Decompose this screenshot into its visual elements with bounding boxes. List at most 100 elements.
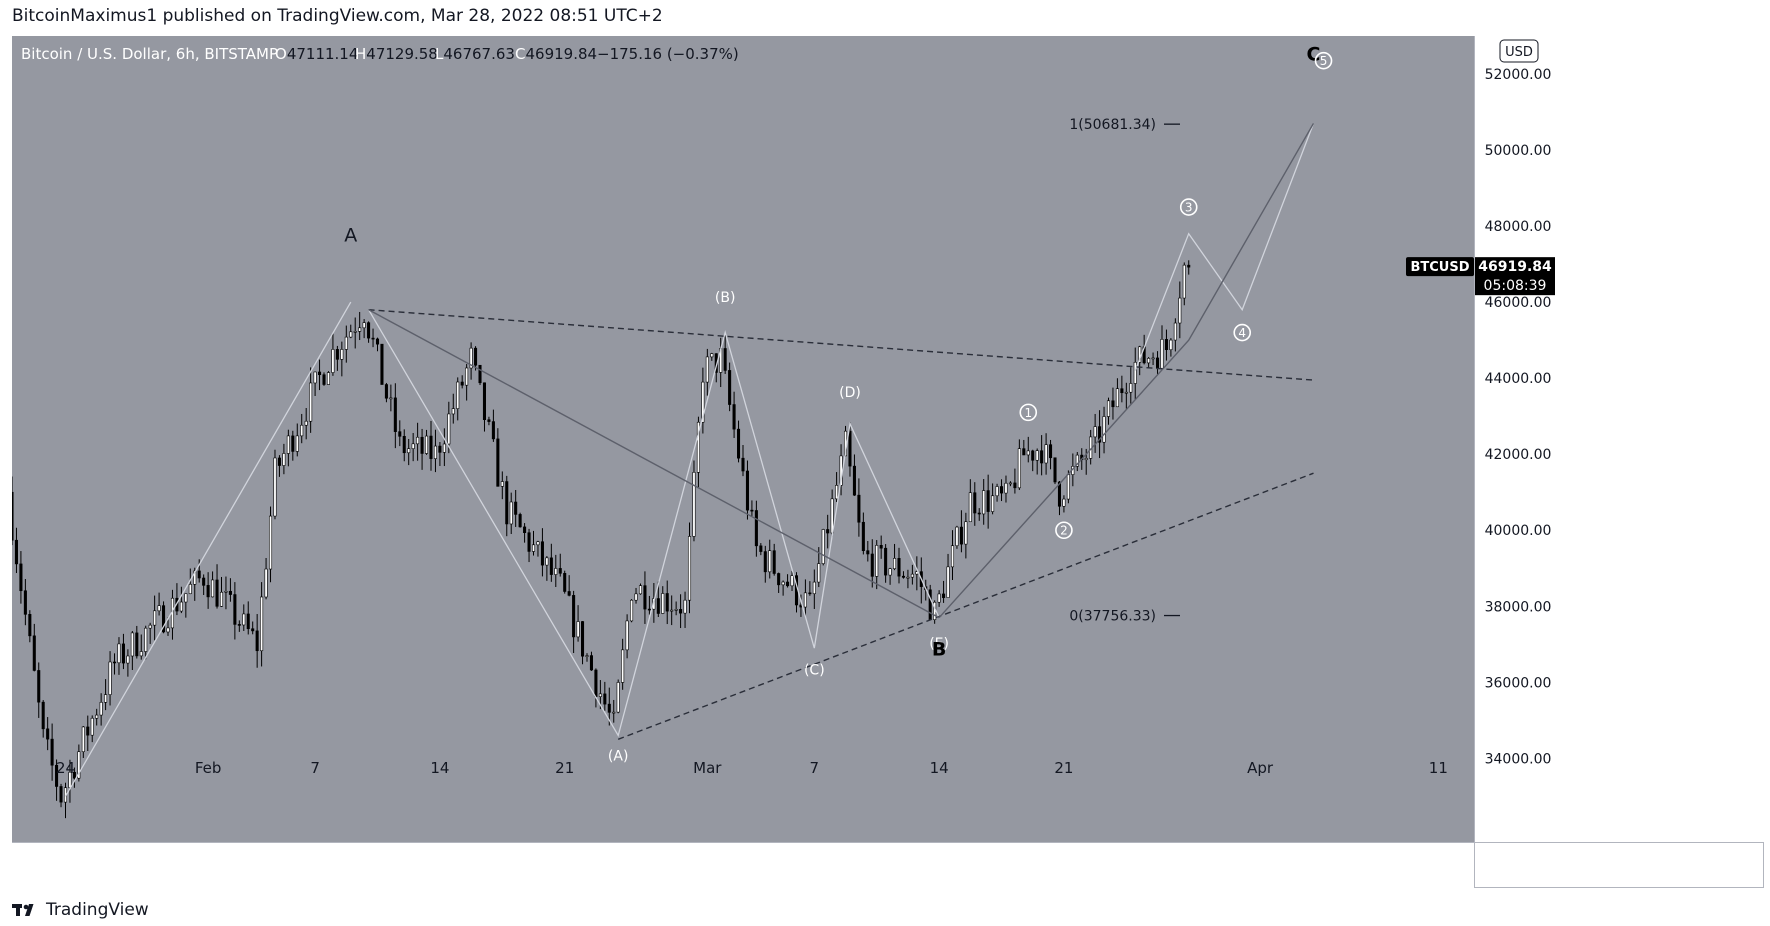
candle-165 <box>745 460 749 520</box>
candle-108 <box>491 409 495 442</box>
ohlc-close-label: C <box>515 45 525 63</box>
candle-99 <box>451 393 455 424</box>
candle-190 <box>857 478 861 537</box>
candle-151 <box>683 591 687 628</box>
candle-3 <box>23 579 27 626</box>
candle-174 <box>786 574 790 588</box>
candle-53 <box>246 601 250 635</box>
candle-70 <box>322 372 326 386</box>
candle-1 <box>14 527 18 574</box>
candle-249 <box>1120 375 1124 403</box>
candle-47 <box>219 576 224 607</box>
price-tick-9: 52000.00 <box>1485 67 1552 83</box>
bar-countdown: 05:08:39 <box>1484 278 1547 294</box>
candle-52 <box>242 604 246 631</box>
candle-154 <box>696 416 700 488</box>
candle-252 <box>1133 347 1137 400</box>
candle-216 <box>973 482 977 526</box>
candle-208 <box>937 590 941 607</box>
candle-30 <box>144 625 148 660</box>
candle-230 <box>1035 448 1039 475</box>
candle-164 <box>741 444 745 477</box>
candle-183 <box>826 514 830 549</box>
candle-63 <box>291 430 295 461</box>
time-axis-panel[interactable] <box>12 842 1474 888</box>
candle-26 <box>126 649 130 677</box>
time-tick-8: 21 <box>1054 759 1073 777</box>
candle-146 <box>661 586 665 615</box>
time-tick-9: Apr <box>1247 759 1274 777</box>
plot-background[interactable] <box>12 36 1474 842</box>
price-axis-ticks: 34000.00 36000.00 38000.00 40000.00 42000.00… <box>1485 67 1552 767</box>
candle-224 <box>1008 481 1012 487</box>
svg-text:H47129.58: H47129.58 <box>355 45 438 63</box>
candle-192 <box>866 540 870 562</box>
tradingview-footer[interactable]: TradingView <box>12 900 149 920</box>
candle-118 <box>536 540 540 557</box>
candle-148 <box>670 595 674 626</box>
wave-labels-layer: A (A) (B) (C) (D) (E)B C 1 2 3 4 5 <box>344 44 1333 764</box>
candle-80 <box>367 321 371 343</box>
time-tick-3: 14 <box>430 759 449 777</box>
last-price-value: 46919.84 <box>1478 259 1552 275</box>
candle-46 <box>215 564 219 609</box>
candle-136 <box>616 679 620 714</box>
svg-text:4: 4 <box>1238 326 1246 340</box>
price-axis-panel[interactable] <box>1474 36 1764 842</box>
candle-247 <box>1111 387 1115 420</box>
candle-262 <box>1178 281 1182 339</box>
candle-172 <box>777 572 781 593</box>
candle-255 <box>1147 357 1151 369</box>
candle-51 <box>237 620 241 632</box>
candle-251 <box>1129 367 1133 404</box>
candle-59 <box>273 449 277 520</box>
candle-28 <box>135 625 139 659</box>
candle-127 <box>576 605 580 642</box>
candle-66 <box>304 407 308 440</box>
label-big-c: C <box>1307 44 1321 66</box>
candle-231 <box>1040 435 1044 476</box>
candle-20 <box>99 693 103 726</box>
candle-155 <box>701 367 705 434</box>
label-wave-b: (B) <box>715 290 736 306</box>
price-tick-1: 36000.00 <box>1485 675 1552 691</box>
svg-text:C46919.84: C46919.84 <box>515 45 597 63</box>
candle-263 <box>1182 262 1186 306</box>
currency-badge[interactable]: USD <box>1499 39 1539 63</box>
time-axis-ticks: 24 Feb 7 14 21 Mar 7 14 21 Apr 11 <box>56 759 1448 777</box>
candle-202 <box>910 564 914 585</box>
candle-228 <box>1026 436 1030 463</box>
zigzag-a-to-b <box>368 309 940 619</box>
candle-167 <box>754 500 758 557</box>
symbol-title[interactable]: Bitcoin / U.S. Dollar, 6h, BITSTAMP <box>21 45 278 63</box>
candle-193 <box>870 539 874 588</box>
candle-210 <box>946 553 950 598</box>
candle-5 <box>32 623 36 672</box>
candle-150 <box>679 594 683 629</box>
candle-135 <box>612 699 616 723</box>
candle-153 <box>692 460 696 542</box>
time-tick-0: 24 <box>56 759 75 777</box>
candle-97 <box>442 428 446 467</box>
candle-73 <box>335 345 339 371</box>
candle-76 <box>349 324 353 339</box>
wave-path-projection <box>1134 123 1315 371</box>
ohlc-high: 47129.58 <box>366 45 438 63</box>
svg-text:B: B <box>932 639 946 661</box>
price-tick-3: 40000.00 <box>1485 523 1552 539</box>
candle-95 <box>433 429 437 473</box>
candle-48 <box>224 576 228 610</box>
candle-112 <box>509 492 513 535</box>
candle-119 <box>540 528 544 577</box>
candle-147 <box>665 580 669 625</box>
candle-260 <box>1169 338 1173 357</box>
candle-104 <box>474 346 478 371</box>
price-chart[interactable]: 1(50681.34)0(37756.33) A(A)(B)(C)(D)(E)B… <box>12 36 1764 888</box>
svg-text:2: 2 <box>1060 524 1068 538</box>
candle-15 <box>77 744 81 782</box>
tradingview-brand: TradingView <box>46 900 149 920</box>
candle-170 <box>768 539 772 579</box>
drawings-layer: 1(50681.34) 0(37756.33) <box>64 117 1315 797</box>
candle-178 <box>803 579 807 616</box>
candle-88 <box>402 429 406 462</box>
